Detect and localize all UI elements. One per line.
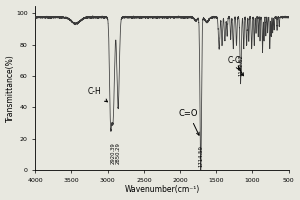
Text: 2920.39: 2920.39 (111, 142, 116, 164)
Text: C-H: C-H (88, 87, 107, 102)
Y-axis label: Transmittance(%): Transmittance(%) (6, 54, 15, 122)
Text: 2850.29: 2850.29 (116, 142, 121, 164)
Text: 1714.59: 1714.59 (198, 145, 203, 167)
Text: 1162.62: 1162.62 (238, 54, 243, 76)
Text: C-C: C-C (227, 56, 241, 70)
Text: C=O: C=O (179, 109, 199, 135)
X-axis label: Wavenumber(cm⁻¹): Wavenumber(cm⁻¹) (124, 185, 200, 194)
